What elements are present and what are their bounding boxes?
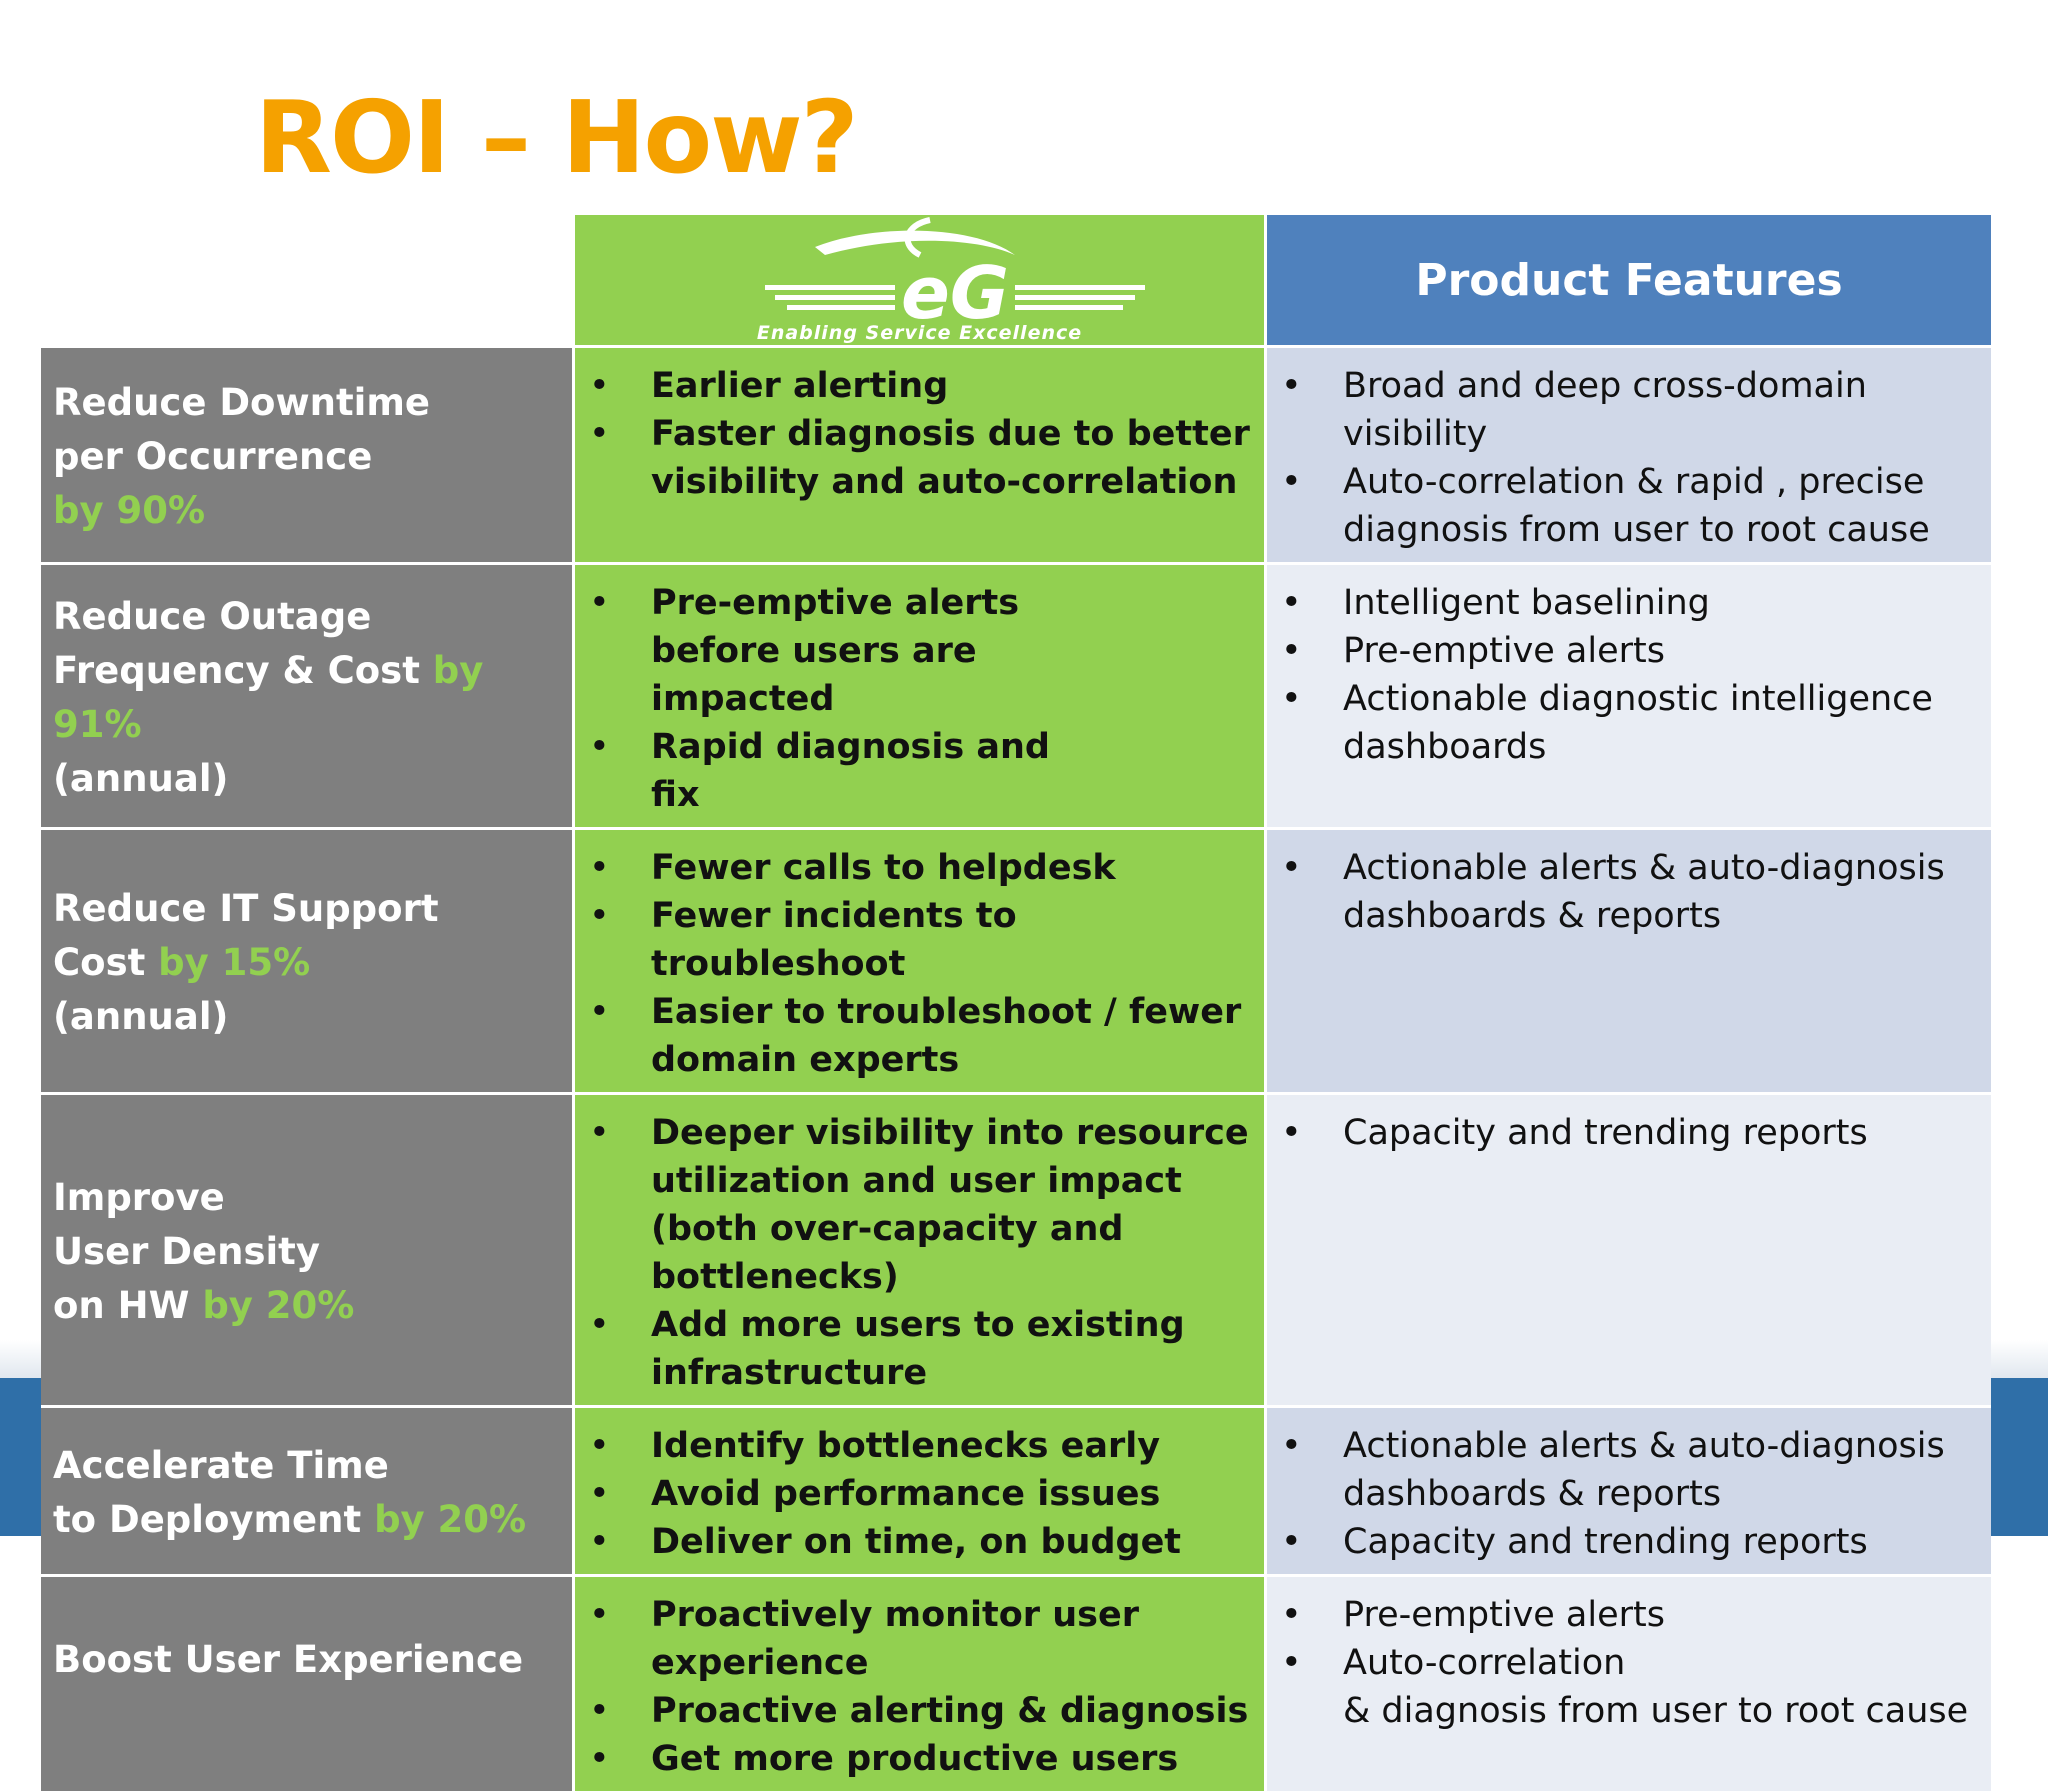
goal-cell: Reduce IT Support Cost by 15% (annual) (41, 829, 574, 1094)
list-item: Pre-emptive alerts before users are impa… (585, 579, 1074, 723)
goal-line: per Occurrence (53, 430, 562, 484)
list-item: Proactive alerting & diagnosis (585, 1687, 1254, 1735)
list-item: Auto-correlation (1277, 1639, 1981, 1687)
list-item: Actionable diagnostic intelligence dashb… (1277, 675, 1981, 771)
list-item: Pre-emptive alerts (1277, 627, 1981, 675)
list-item: Fewer incidents to troubleshoot (585, 892, 1254, 988)
roi-table: eG Enabling Service Excellence Product F… (41, 215, 1991, 1791)
goal-highlight: by 20% (202, 1284, 354, 1327)
eg-logo: eG Enabling Service Excellence (575, 215, 1264, 345)
goal-cell: Improve User Density on HW by 20% (41, 1094, 574, 1407)
list-item: Deliver on time, on budget (585, 1518, 1254, 1566)
goal-line: Improve (53, 1171, 562, 1225)
list-item: Get more productive users (585, 1735, 1254, 1783)
table-row: Reduce IT Support Cost by 15% (annual) F… (41, 829, 1991, 1094)
goal-line: Boost User Experience (53, 1633, 562, 1687)
list-item: Avoid performance issues (585, 1470, 1254, 1518)
list-item: Actionable alerts & auto-diagnosis dashb… (1277, 844, 1981, 940)
table-row: Boost User Experience Proactively monito… (41, 1576, 1991, 1791)
goal-line: Reduce Downtime (53, 376, 562, 430)
list-item: Identify bottlenecks early (585, 1422, 1254, 1470)
eg-benefits-cell: Deeper visibility into resource utilizat… (574, 1094, 1266, 1407)
goal-line: Reduce Outage (53, 590, 562, 644)
table-row: Reduce Downtime per Occurrence by 90% Ea… (41, 347, 1991, 564)
eg-benefits-cell: Fewer calls to helpdesk Fewer incidents … (574, 829, 1266, 1094)
list-item: Auto-correlation & rapid , precise diagn… (1277, 458, 1981, 554)
goal-cell: Reduce Outage Frequency & Cost by 91% (a… (41, 564, 574, 829)
goal-cell: Accelerate Time to Deployment by 20% (41, 1407, 574, 1576)
eg-benefits-cell: Identify bottlenecks early Avoid perform… (574, 1407, 1266, 1576)
list-item: Faster diagnosis due to better visibilit… (585, 410, 1254, 506)
header-blank-cell (41, 215, 574, 347)
product-features-cell: Broad and deep cross-domain visibility A… (1266, 347, 1992, 564)
list-item: Intelligent baselining (1277, 579, 1981, 627)
goal-line: (annual) (53, 752, 562, 806)
table-header-row: eG Enabling Service Excellence Product F… (41, 215, 1991, 347)
list-item: Actionable alerts & auto-diagnosis dashb… (1277, 1422, 1981, 1518)
list-item: Proactively monitor user experience (585, 1591, 1254, 1687)
goal-highlight: by 20% (374, 1498, 526, 1541)
list-item: Easier to troubleshoot / fewer domain ex… (585, 988, 1254, 1084)
slide-title: ROI – How? (255, 78, 857, 198)
list-item: Capacity and trending reports (1277, 1518, 1981, 1566)
goal-line: User Density (53, 1225, 562, 1279)
goal-line: Cost (53, 941, 158, 984)
product-features-cell: Pre-emptive alerts Auto-correlation & di… (1266, 1576, 1992, 1791)
goal-cell: Boost User Experience (41, 1576, 574, 1791)
goal-cell: Reduce Downtime per Occurrence by 90% (41, 347, 574, 564)
eg-benefits-cell: Proactively monitor user experience Proa… (574, 1576, 1266, 1791)
eg-benefits-cell: Earlier alerting Faster diagnosis due to… (574, 347, 1266, 564)
product-features-cell: Capacity and trending reports (1266, 1094, 1992, 1407)
table-row: Improve User Density on HW by 20% Deeper… (41, 1094, 1991, 1407)
list-item: Add more users to existing infrastructur… (585, 1301, 1254, 1397)
product-features-cell: Intelligent baselining Pre-emptive alert… (1266, 564, 1992, 829)
list-item: Earlier alerting (585, 362, 1254, 410)
eg-logo-header: eG Enabling Service Excellence (574, 215, 1266, 347)
goal-line: Frequency & Cost (53, 649, 433, 692)
goal-line: Reduce IT Support (53, 882, 562, 936)
list-item: Broad and deep cross-domain visibility (1277, 362, 1981, 458)
product-features-cell: Actionable alerts & auto-diagnosis dashb… (1266, 1407, 1992, 1576)
list-item: Pre-emptive alerts (1277, 1591, 1981, 1639)
goal-line: to Deployment (53, 1498, 374, 1541)
eg-benefits-cell: Pre-emptive alerts before users are impa… (574, 564, 1266, 829)
goal-line: (annual) (53, 990, 562, 1044)
product-features-header: Product Features (1266, 215, 1992, 347)
list-item: Deeper visibility into resource utilizat… (585, 1109, 1254, 1301)
product-features-cell: Actionable alerts & auto-diagnosis dashb… (1266, 829, 1992, 1094)
list-item: Fewer calls to helpdesk (585, 844, 1254, 892)
list-item: Rapid diagnosis and fix (585, 723, 1074, 819)
goal-line: Accelerate Time (53, 1439, 562, 1493)
goal-line: on HW (53, 1284, 202, 1327)
goal-highlight: by 15% (158, 941, 310, 984)
table-row: Reduce Outage Frequency & Cost by 91% (a… (41, 564, 1991, 829)
list-item: Capacity and trending reports (1277, 1109, 1981, 1157)
list-item: & diagnosis from user to root cause (1277, 1687, 1981, 1735)
table-row: Accelerate Time to Deployment by 20% Ide… (41, 1407, 1991, 1576)
goal-highlight: by 90% (53, 489, 205, 532)
eg-logo-tagline: Enabling Service Excellence (575, 322, 1264, 344)
